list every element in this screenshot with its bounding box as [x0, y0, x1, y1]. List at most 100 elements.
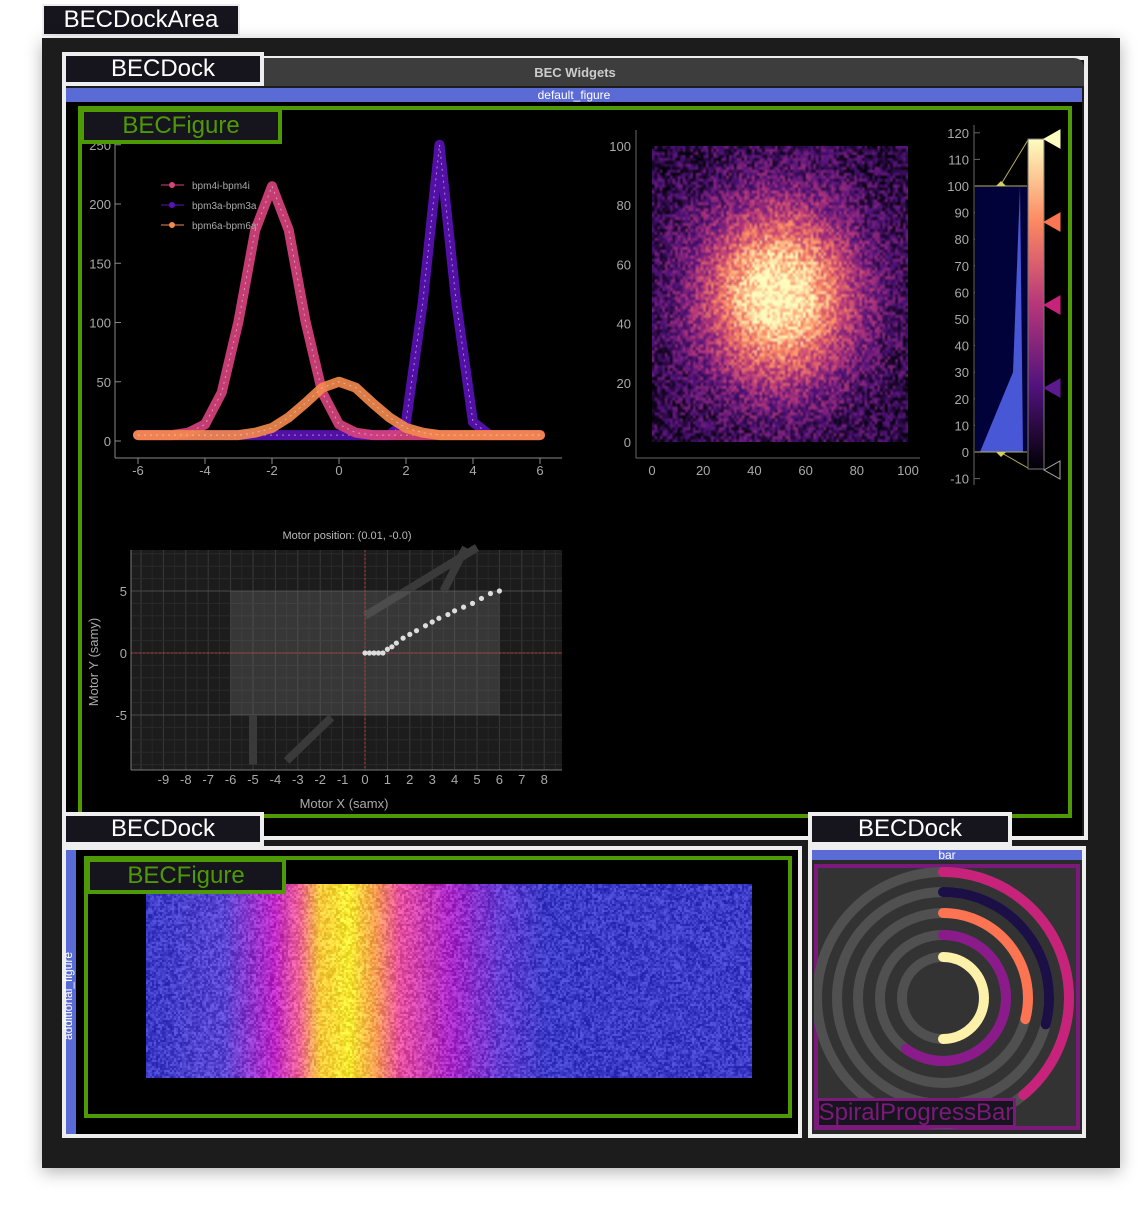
- bottom-dock-label: BECDock: [62, 812, 264, 846]
- motor-position-point: [362, 650, 368, 656]
- y-tick-label: 20: [617, 376, 631, 391]
- dock-title-bar[interactable]: default_figure: [66, 88, 1082, 102]
- motor-position-point: [487, 590, 494, 597]
- motor-position-point: [452, 608, 458, 614]
- motor-position-point: [384, 646, 390, 652]
- x-tick-label: -9: [158, 772, 170, 787]
- x-tick-label: 8: [541, 772, 548, 787]
- histogram-tick-label: 80: [955, 232, 969, 247]
- x-tick-label: 20: [696, 463, 710, 478]
- heatmap-scatter-plot[interactable]: [146, 884, 752, 1078]
- x-tick-label: 40: [747, 463, 761, 478]
- colorbar-gradient: [1027, 138, 1045, 470]
- legend-label: bpm4i-bpm4i: [192, 181, 250, 192]
- ring-progress-0: [938, 867, 1074, 1101]
- motor-position-point: [400, 635, 406, 641]
- histogram-tick-label: -10: [950, 472, 969, 487]
- x-tick-label: 2: [406, 772, 413, 787]
- ring-progress-4: [938, 952, 989, 1044]
- motor-position-point: [478, 595, 485, 602]
- ring-progress-2: [938, 908, 1033, 1025]
- histogram-tick-label: 90: [955, 206, 969, 221]
- motor-map-title: Motor position: (0.01, -0.0): [282, 530, 411, 542]
- colormap-stop-handle-icon: [1042, 129, 1061, 149]
- ring-progress-1: [938, 887, 1054, 1030]
- x-tick-label: -2: [314, 772, 326, 787]
- histogram-tick-label: 60: [955, 285, 969, 300]
- image-plot[interactable]: [652, 146, 908, 442]
- y-tick-label: 40: [617, 317, 631, 332]
- figure-label: BECFigure: [86, 858, 286, 894]
- x-tick-label: -5: [247, 772, 259, 787]
- main-dock-label: BECDock: [62, 52, 264, 86]
- dock-title-bar-vertical[interactable]: [66, 850, 76, 1134]
- x-tick-label: 4: [451, 772, 458, 787]
- motor-position-point: [422, 623, 429, 629]
- series-markers: [138, 381, 540, 436]
- motor-position-point: [445, 611, 451, 618]
- x-tick-label: -4: [199, 463, 211, 478]
- y-tick-label: 0: [624, 435, 631, 450]
- y-tick-label: 100: [609, 139, 631, 154]
- x-tick-label: 100: [897, 463, 919, 478]
- legend-label: bpm3a-bpm3a: [192, 201, 257, 212]
- motor-position-point: [393, 640, 399, 646]
- dock-title-bar[interactable]: bar: [812, 849, 1082, 861]
- x-tick-label: 60: [798, 463, 812, 478]
- figure-outline: [84, 856, 792, 1118]
- motor-position-point: [380, 650, 386, 656]
- legend-marker: [169, 182, 175, 188]
- motor-trail: [249, 544, 480, 765]
- y-tick-label: 0: [104, 434, 111, 449]
- colormap-stop-handle-icon: [1042, 378, 1061, 398]
- x-tick-label: -2: [266, 463, 278, 478]
- y-tick-label: 5: [120, 584, 127, 599]
- spiral-canvas: [814, 867, 1074, 1129]
- dock-title: additional_figure: [61, 951, 75, 1040]
- spiral-dock-label: BECDock: [808, 812, 1012, 846]
- x-tick-label: 1: [384, 772, 391, 787]
- histogram-tick-label: 30: [955, 365, 969, 380]
- histogram-tick-label: 40: [955, 339, 969, 354]
- x-tick-label: -7: [202, 772, 214, 787]
- motor-position-point: [413, 628, 420, 634]
- histogram-curve: [980, 186, 1023, 452]
- motor-position-point: [375, 650, 382, 656]
- x-tick-label: 6: [536, 463, 543, 478]
- legend-label: bpm6a-bpm6a: [192, 221, 257, 232]
- x-tick-label: -6: [132, 463, 144, 478]
- legend-marker: [169, 222, 175, 228]
- histogram-tick-label: 50: [955, 312, 969, 327]
- motor-position-point: [460, 604, 467, 610]
- x-tick-label: 3: [429, 772, 436, 787]
- x-tick-label: -6: [225, 772, 237, 787]
- y-tick-label: -5: [115, 708, 127, 723]
- x-tick-label: 2: [402, 463, 409, 478]
- y-axis-label: Motor Y (samy): [86, 618, 101, 706]
- figure-outline: [78, 106, 1072, 818]
- motor-position-point: [469, 600, 476, 607]
- histogram-tick-label: 120: [947, 126, 969, 141]
- x-tick-label: 4: [469, 463, 476, 478]
- colormap-stop-handle-icon: [1042, 295, 1061, 315]
- motor-position-point: [366, 650, 373, 656]
- x-tick-label: 0: [361, 772, 368, 787]
- motor-position-point: [371, 650, 377, 656]
- motor-position-point: [407, 631, 413, 638]
- colormap-stop-handle-icon: [1042, 460, 1061, 480]
- y-tick-label: 200: [89, 197, 111, 212]
- level-connectors: [999, 139, 1029, 469]
- motor-position-point: [389, 644, 395, 650]
- histogram-tick-label: 10: [955, 418, 969, 433]
- histogram-tick-label: 70: [955, 259, 969, 274]
- legend-marker: [169, 202, 175, 208]
- dock-area-label: BECDockArea: [42, 4, 240, 36]
- histogram-tick-label: 0: [962, 445, 969, 460]
- x-tick-label: 6: [496, 772, 503, 787]
- motor-position-point: [496, 588, 502, 594]
- x-axis-label: Motor X (samx): [300, 796, 389, 811]
- ring-progress-3: [900, 930, 1011, 1066]
- x-tick-label: 80: [850, 463, 864, 478]
- figure-label: BECFigure: [80, 108, 282, 144]
